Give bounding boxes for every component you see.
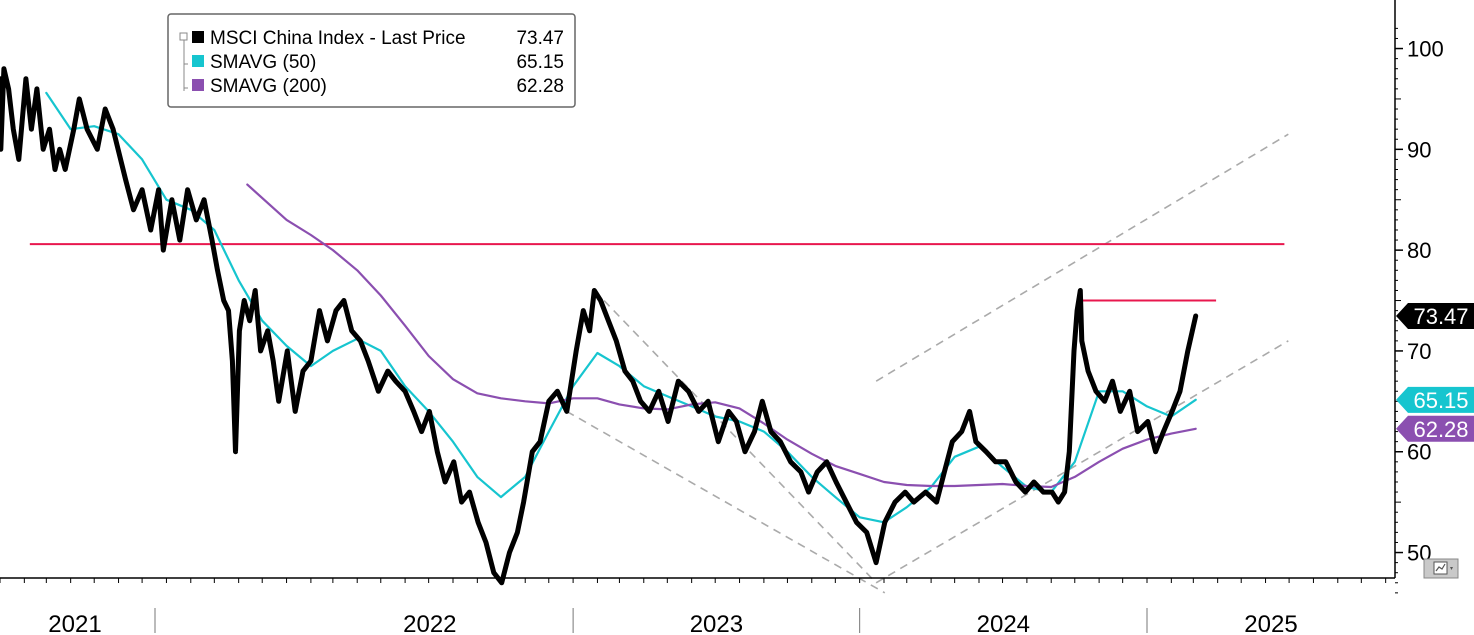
y-tick-label: 100 — [1407, 37, 1444, 62]
y-tick-label: 60 — [1407, 440, 1431, 465]
trend-line-2 — [566, 410, 886, 594]
last-value-tag-text: 65.15 — [1413, 388, 1468, 413]
last-value-tag-text: 62.28 — [1413, 417, 1468, 442]
trend-lines — [566, 133, 1289, 594]
last-value-tag-smavg-200: 62.28 — [1396, 415, 1474, 442]
legend-value-smavg-200: 62.28 — [516, 76, 564, 97]
x-year-label: 2021 — [48, 611, 101, 635]
y-tick-label: 70 — [1407, 339, 1431, 364]
legend-value-smavg-50: 65.15 — [516, 52, 564, 73]
last-value-tag-msci-china-index-last-price: 73.47 — [1396, 302, 1474, 329]
x-year-label: 2023 — [690, 611, 743, 635]
trend-line-1 — [593, 289, 877, 584]
legend-swatch-smavg-200 — [192, 79, 204, 91]
legend-label-smavg-200: SMAVG (200) — [210, 76, 327, 97]
last-value-tag-text: 73.47 — [1413, 304, 1468, 329]
legend: MSCI China Index - Last Price 73.47 SMAV… — [167, 13, 576, 108]
y-tick-label: 80 — [1407, 238, 1431, 263]
legend-label-msci-china: MSCI China Index - Last Price — [210, 28, 466, 49]
series-line-smavg-50 — [45, 91, 1197, 524]
trend-line-4 — [875, 133, 1289, 382]
resistance-lines — [29, 243, 1285, 302]
legend-value-msci-china: 73.47 — [516, 28, 564, 49]
y-tick-label: 90 — [1407, 137, 1431, 162]
legend-label-smavg-50: SMAVG (50) — [210, 52, 316, 73]
last-value-tag-smavg-50: 65.15 — [1396, 386, 1474, 413]
chart-options-button[interactable] — [1423, 558, 1459, 579]
series-line-smavg-200 — [246, 183, 1197, 489]
trend-line-3 — [875, 340, 1289, 584]
series-line-msci-china-index-last-price — [0, 66, 1199, 586]
x-year-label: 2024 — [977, 611, 1030, 635]
chart-options-icon — [1433, 561, 1453, 575]
legend-swatch-msci-china — [192, 31, 204, 43]
legend-swatch-smavg-50 — [192, 55, 204, 67]
x-year-label: 2025 — [1244, 611, 1297, 635]
x-year-label: 2022 — [403, 611, 456, 635]
series-lines — [0, 66, 1199, 586]
last-value-tags: 73.47 65.15 62.28 — [1396, 302, 1474, 442]
